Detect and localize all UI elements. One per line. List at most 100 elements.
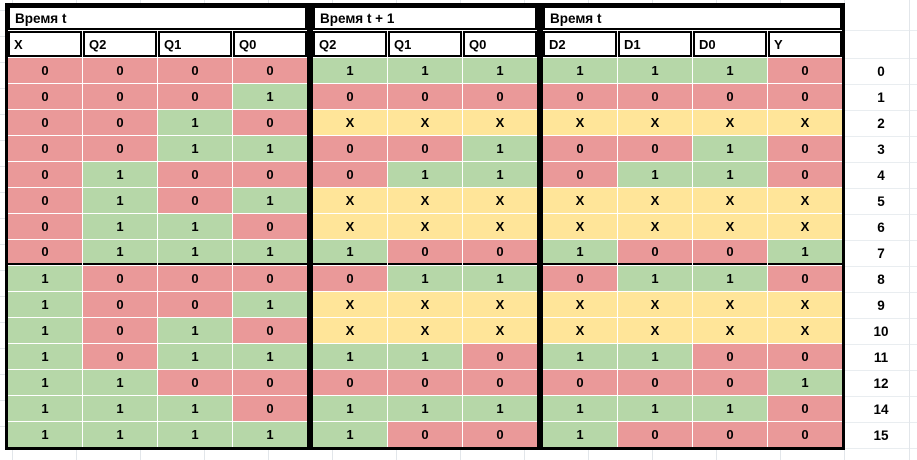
cell[interactable]: 0: [8, 84, 82, 109]
cell[interactable]: 1: [543, 396, 617, 421]
cell[interactable]: 1: [8, 396, 82, 421]
cell[interactable]: 1: [313, 58, 387, 83]
cell[interactable]: 1: [463, 136, 537, 161]
cell[interactable]: 1: [8, 370, 82, 395]
column-header-y[interactable]: Y: [768, 31, 842, 57]
column-header-q1[interactable]: Q1: [388, 31, 462, 57]
cell[interactable]: X: [543, 188, 617, 213]
cell[interactable]: 1: [388, 266, 462, 291]
cell[interactable]: 1: [693, 162, 767, 187]
group-title[interactable]: Время t + 1: [313, 6, 537, 30]
cell[interactable]: X: [693, 214, 767, 239]
cell[interactable]: 0: [158, 266, 232, 291]
cell[interactable]: 1: [693, 58, 767, 83]
cell[interactable]: 0: [83, 292, 157, 317]
cell[interactable]: 0: [158, 370, 232, 395]
cell[interactable]: 0: [158, 188, 232, 213]
cell[interactable]: 1: [463, 58, 537, 83]
cell[interactable]: 1: [8, 266, 82, 291]
row-number[interactable]: 9: [845, 293, 917, 319]
cell[interactable]: 0: [8, 240, 82, 265]
column-header-d2[interactable]: D2: [543, 31, 617, 57]
cell[interactable]: X: [463, 110, 537, 135]
cell[interactable]: 0: [543, 266, 617, 291]
cell[interactable]: 1: [83, 422, 157, 447]
row-number[interactable]: 15: [845, 423, 917, 449]
cell[interactable]: 1: [158, 136, 232, 161]
cell[interactable]: 0: [83, 318, 157, 343]
cell[interactable]: 0: [618, 422, 692, 447]
cell[interactable]: X: [388, 188, 462, 213]
column-header-q2[interactable]: Q2: [83, 31, 157, 57]
cell[interactable]: 1: [8, 422, 82, 447]
cell[interactable]: X: [388, 292, 462, 317]
cell[interactable]: 1: [158, 318, 232, 343]
cell[interactable]: X: [388, 214, 462, 239]
cell[interactable]: 1: [158, 422, 232, 447]
row-number[interactable]: 2: [845, 111, 917, 137]
cell[interactable]: 1: [83, 396, 157, 421]
cell[interactable]: 1: [543, 422, 617, 447]
cell[interactable]: 0: [463, 84, 537, 109]
cell[interactable]: 1: [693, 136, 767, 161]
cell[interactable]: 1: [8, 344, 82, 369]
group-title[interactable]: Время t: [543, 6, 842, 30]
row-number[interactable]: 7: [845, 241, 917, 267]
cell[interactable]: 0: [768, 136, 842, 161]
cell[interactable]: 0: [233, 396, 307, 421]
cell[interactable]: X: [543, 214, 617, 239]
cell[interactable]: 1: [158, 214, 232, 239]
cell[interactable]: 0: [463, 240, 537, 265]
cell[interactable]: 0: [8, 162, 82, 187]
row-number[interactable]: 6: [845, 215, 917, 241]
cell[interactable]: 1: [83, 162, 157, 187]
cell[interactable]: 1: [618, 396, 692, 421]
cell[interactable]: 0: [693, 344, 767, 369]
cell[interactable]: 1: [463, 396, 537, 421]
cell[interactable]: X: [768, 214, 842, 239]
cell[interactable]: 1: [388, 162, 462, 187]
cell[interactable]: X: [543, 110, 617, 135]
cell[interactable]: X: [768, 292, 842, 317]
cell[interactable]: X: [313, 318, 387, 343]
cell[interactable]: X: [463, 188, 537, 213]
cell[interactable]: 0: [233, 110, 307, 135]
cell[interactable]: 0: [8, 214, 82, 239]
cell[interactable]: 0: [618, 84, 692, 109]
cell[interactable]: 0: [693, 240, 767, 265]
cell[interactable]: 1: [83, 214, 157, 239]
cell[interactable]: 1: [693, 396, 767, 421]
cell[interactable]: 1: [158, 240, 232, 265]
cell[interactable]: 0: [693, 422, 767, 447]
cell[interactable]: 1: [463, 266, 537, 291]
cell[interactable]: 0: [8, 110, 82, 135]
cell[interactable]: 1: [618, 58, 692, 83]
cell[interactable]: 0: [768, 266, 842, 291]
cell[interactable]: 1: [158, 110, 232, 135]
cell[interactable]: X: [618, 292, 692, 317]
cell[interactable]: 1: [8, 318, 82, 343]
group-title[interactable]: Время t: [8, 6, 307, 30]
cell[interactable]: 0: [158, 162, 232, 187]
cell[interactable]: 0: [158, 84, 232, 109]
cell[interactable]: 1: [618, 344, 692, 369]
cell[interactable]: 1: [543, 58, 617, 83]
cell[interactable]: 1: [463, 162, 537, 187]
row-number[interactable]: 8: [845, 267, 917, 293]
cell[interactable]: 0: [313, 370, 387, 395]
row-number[interactable]: 1: [845, 85, 917, 111]
cell[interactable]: 0: [83, 266, 157, 291]
cell[interactable]: 0: [388, 370, 462, 395]
cell[interactable]: 1: [233, 344, 307, 369]
row-number[interactable]: 4: [845, 163, 917, 189]
cell[interactable]: 0: [768, 58, 842, 83]
cell[interactable]: 0: [83, 58, 157, 83]
cell[interactable]: 0: [768, 162, 842, 187]
cell[interactable]: X: [618, 110, 692, 135]
cell[interactable]: 0: [768, 396, 842, 421]
cell[interactable]: X: [693, 110, 767, 135]
cell[interactable]: 1: [313, 422, 387, 447]
cell[interactable]: 0: [313, 162, 387, 187]
cell[interactable]: 0: [388, 422, 462, 447]
cell[interactable]: 1: [83, 188, 157, 213]
